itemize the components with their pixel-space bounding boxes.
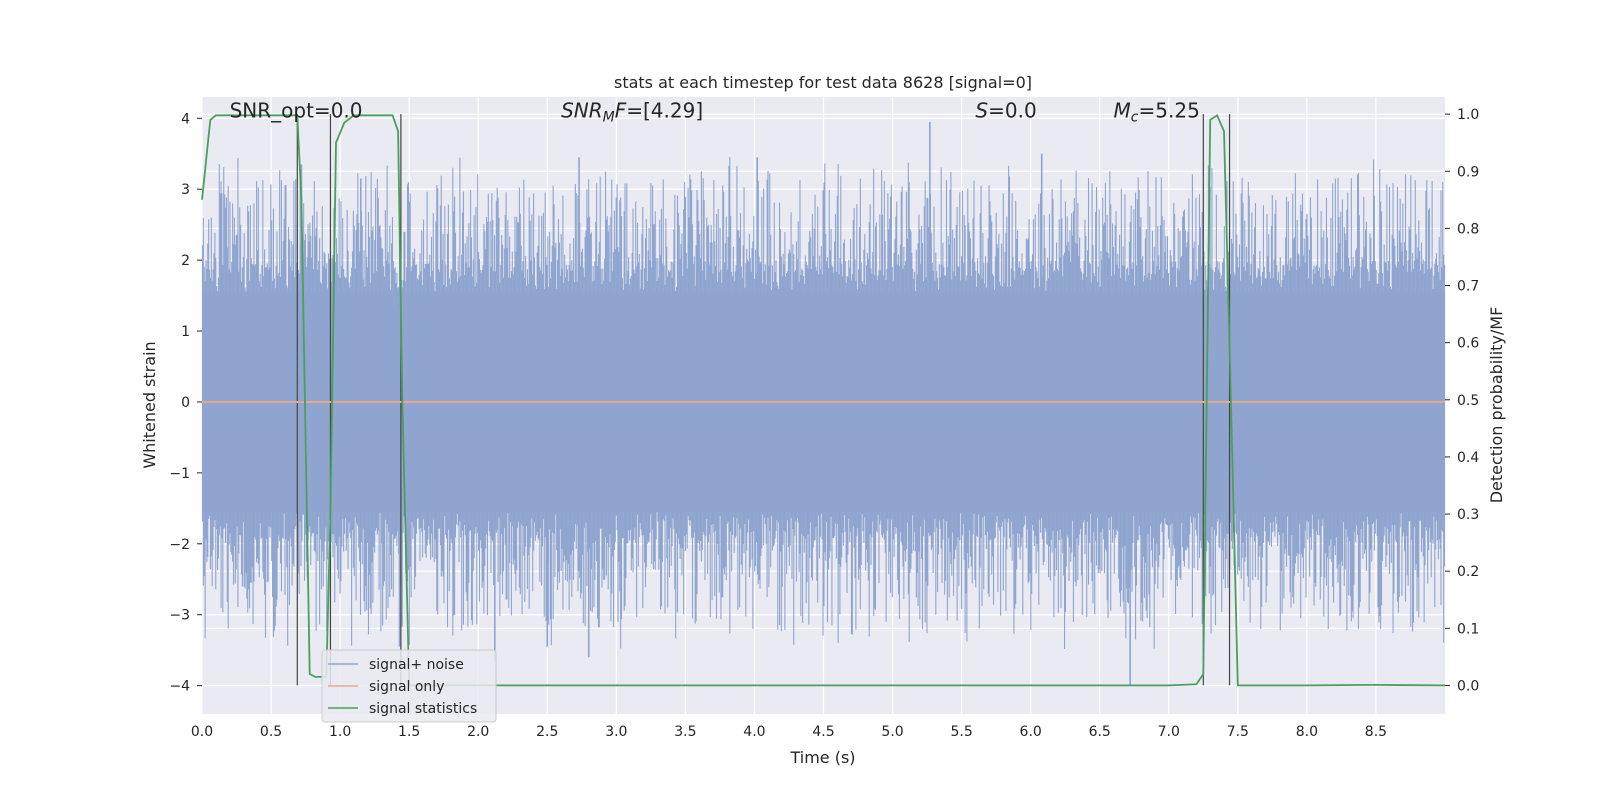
y-tick-label-left: −3 xyxy=(169,608,190,624)
x-tick-label: 7.0 xyxy=(1158,724,1180,740)
x-tick-label: 4.0 xyxy=(743,724,765,740)
x-tick-label: 7.5 xyxy=(1227,724,1249,740)
legend: signal+ noise signal only signal statist… xyxy=(321,649,497,723)
x-tick-label: 1.0 xyxy=(329,724,351,740)
y-tick-label-right: 0.8 xyxy=(1457,221,1479,237)
x-tick-label: 6.0 xyxy=(1020,724,1042,740)
y-tick-label-right: 0.6 xyxy=(1457,336,1479,352)
y-tick-label-right: 0.5 xyxy=(1457,393,1479,409)
y-tick-label-left: 4 xyxy=(181,111,190,127)
y-tick-label-left: 2 xyxy=(181,253,190,269)
chart-title: stats at each timestep for test data 862… xyxy=(614,73,1032,92)
y-tick-label-left: 0 xyxy=(181,395,190,411)
y-tick-label-right: 0.7 xyxy=(1457,279,1479,295)
x-tick-label: 1.5 xyxy=(398,724,420,740)
x-tick-label: 5.0 xyxy=(881,724,903,740)
y-axis-label-left: Whitened strain xyxy=(140,341,159,468)
annotation-1: SNRMF=[4.29] xyxy=(561,99,703,126)
y-axis-label-right: Detection probability/MF xyxy=(1487,307,1506,504)
y-tick-label-right: 0.3 xyxy=(1457,507,1479,523)
y-tick-label-right: 0.4 xyxy=(1457,450,1479,466)
x-tick-label: 0.5 xyxy=(260,724,282,740)
annotation-2: S=0.0 xyxy=(975,99,1036,123)
y-tick-label-right: 1.0 xyxy=(1457,107,1479,123)
y-tick-label-left: 3 xyxy=(181,182,190,198)
x-tick-label: 8.5 xyxy=(1365,724,1387,740)
y-tick-label-left: −4 xyxy=(169,679,190,695)
x-axis-label: Time (s) xyxy=(789,748,855,767)
vertical-markers xyxy=(296,114,1231,686)
annotations: SNR_opt=0.0 SNRMF=[4.29] S=0.0 Mc=5.25 xyxy=(230,99,1200,126)
x-tick-label: 0.0 xyxy=(191,724,213,740)
tick-labels: 0.0 0.5 1.0 1.5 2.0 2.5 3.0 3.5 4.0 4.5 5.0 5.5 6.0 6… xyxy=(169,107,1479,740)
x-tick-label: 8.0 xyxy=(1296,724,1318,740)
legend-label-signal-only: signal only xyxy=(369,679,444,695)
legend-box xyxy=(321,649,497,723)
y-tick-label-right: 0.1 xyxy=(1457,621,1479,637)
y-tick-label-right: 0.9 xyxy=(1457,164,1479,180)
noise-series-group xyxy=(201,121,1446,686)
annotation-3: Mc=5.25 xyxy=(1114,99,1200,126)
y-tick-label-left: 1 xyxy=(181,324,190,340)
x-tick-label: 2.0 xyxy=(467,724,489,740)
x-tick-label: 6.5 xyxy=(1089,724,1111,740)
y-tick-label-left: −1 xyxy=(169,466,190,482)
legend-label-signal-statistics: signal statistics xyxy=(369,701,477,717)
annotation-0: SNR_opt=0.0 xyxy=(230,99,363,123)
y-tick-label-right: 0.2 xyxy=(1457,564,1479,580)
x-tick-label: 5.5 xyxy=(950,724,972,740)
x-tick-label: 4.5 xyxy=(812,724,834,740)
y-tick-label-right: 0.0 xyxy=(1457,678,1479,694)
signal-statistics-line xyxy=(201,113,1446,687)
legend-label-signal-noise: signal+ noise xyxy=(369,657,464,673)
y-tick-label-left: −2 xyxy=(169,537,190,553)
x-tick-label: 3.0 xyxy=(605,724,627,740)
x-tick-label: 2.5 xyxy=(536,724,558,740)
line-series-group xyxy=(201,113,1446,687)
x-tick-label: 3.5 xyxy=(674,724,696,740)
